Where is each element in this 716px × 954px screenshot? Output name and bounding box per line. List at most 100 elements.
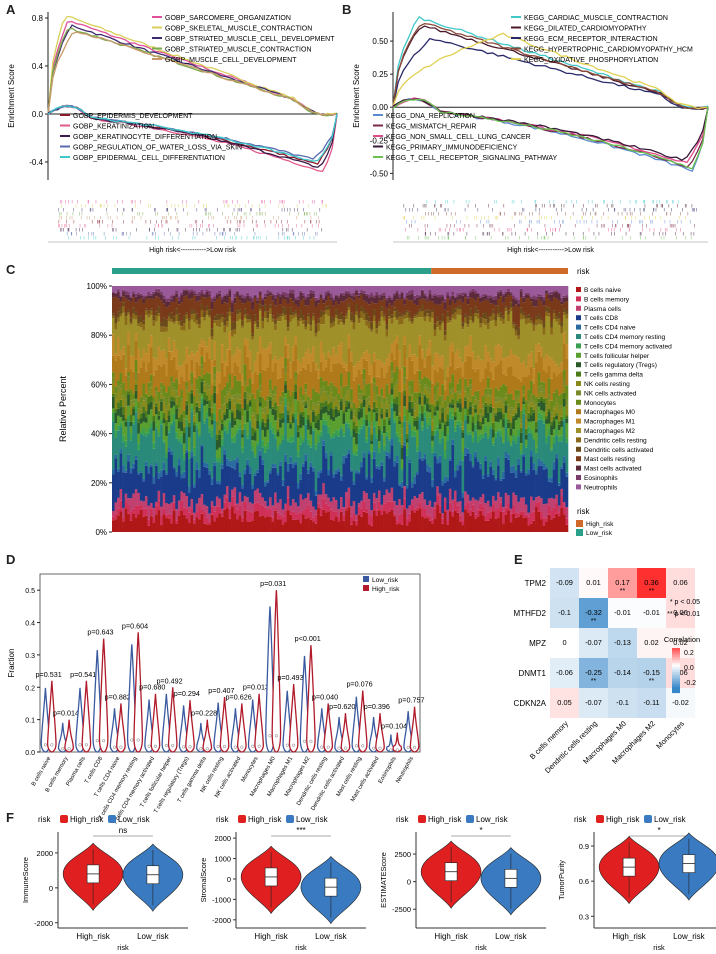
bar-segment: [517, 516, 521, 532]
bar-segment: [484, 432, 488, 457]
bar-segment: [423, 411, 427, 418]
bar-segment: [345, 364, 348, 371]
bar-segment: [289, 456, 293, 464]
bar-segment: [504, 457, 508, 493]
bar-segment: [345, 299, 348, 314]
bar-segment: [362, 452, 366, 458]
bar-segment: [390, 378, 394, 384]
bar-segment: [421, 457, 424, 461]
bar-segment: [139, 295, 143, 299]
bar-segment: [210, 514, 214, 532]
bar-segment: [552, 416, 556, 421]
bar-segment: [522, 297, 526, 303]
bar-segment: [443, 449, 447, 459]
bar-segment: [172, 301, 176, 317]
bar-segment: [177, 324, 181, 366]
bar-segment: [122, 302, 125, 307]
bar-segment: [117, 515, 120, 532]
bar-segment: [340, 292, 343, 295]
bar-segment: [537, 324, 541, 344]
bar-segment: [147, 286, 151, 292]
bar-segment: [459, 294, 462, 300]
bar-segment: [246, 385, 250, 393]
bar-segment: [157, 510, 161, 532]
bar-segment: [486, 422, 490, 436]
bar-segment: [398, 485, 402, 499]
bar-segment: [507, 310, 511, 315]
bar-segment: [360, 516, 364, 532]
bar-segment: [355, 295, 359, 304]
bar-segment: [352, 366, 356, 381]
bar-segment: [139, 413, 143, 419]
bar-segment: [296, 326, 300, 360]
bar-segment: [228, 398, 232, 401]
bar-segment: [352, 296, 356, 301]
bar-segment: [142, 361, 146, 384]
bar-segment: [509, 349, 513, 366]
bar-segment: [456, 505, 460, 513]
y-axis-label: Relative Percent: [58, 375, 68, 442]
bar-segment: [248, 401, 252, 407]
bar-segment: [365, 476, 369, 480]
bar-segment: [334, 318, 338, 355]
bar-segment: [182, 507, 186, 515]
bar-segment: [545, 311, 549, 316]
bar-segment: [294, 399, 298, 414]
bar-segment: [238, 419, 242, 425]
bar-segment: [253, 490, 257, 504]
bar-segment: [550, 301, 554, 322]
bar-segment: [507, 404, 511, 410]
bar-segment: [537, 298, 541, 313]
bar-segment: [428, 321, 432, 341]
bar-segment: [261, 497, 265, 506]
bar-segment: [253, 503, 257, 512]
bar-segment: [492, 422, 495, 430]
bar-segment: [350, 516, 353, 525]
bar-segment: [147, 427, 151, 434]
bar-segment: [233, 435, 237, 443]
bar-segment: [375, 295, 379, 304]
y-tick-label: 0.4: [25, 621, 35, 628]
bar-segment: [418, 508, 422, 532]
bar-segment: [385, 501, 389, 514]
bar-segment: [302, 357, 305, 368]
bar-segment: [157, 297, 161, 307]
bar-segment: [269, 304, 272, 309]
bar-segment: [264, 370, 267, 401]
bar-segment: [269, 396, 272, 401]
bar-segment: [152, 522, 156, 532]
bar-segment: [314, 403, 318, 410]
bar-segment: [170, 359, 174, 377]
bar-segment: [479, 381, 483, 409]
bar-segment: [347, 507, 351, 532]
bar-segment: [530, 394, 533, 403]
bar-segment: [264, 486, 267, 502]
bar-segment: [334, 406, 338, 409]
bar-segment: [481, 296, 485, 302]
bar-segment: [251, 520, 255, 532]
bar-segment: [258, 286, 262, 291]
bar-segment: [532, 324, 536, 332]
bar-segment: [218, 290, 222, 294]
bar-segment: [177, 417, 181, 422]
bar-segment: [560, 441, 564, 467]
bar-segment: [167, 404, 171, 411]
bar-segment: [446, 292, 450, 296]
bar-segment: [147, 433, 151, 468]
bar-segment: [226, 382, 229, 392]
bar-segment: [162, 514, 166, 532]
bar-segment: [119, 350, 123, 360]
bar-segment: [492, 437, 495, 443]
bar-segment: [410, 408, 414, 417]
bar-segment: [165, 376, 169, 393]
bar-segment: [350, 361, 353, 389]
bar-segment: [504, 375, 508, 386]
bar-segment: [274, 305, 277, 320]
bar-segment: [309, 434, 313, 446]
bar-segment: [332, 326, 336, 348]
bar-segment: [383, 320, 386, 364]
bar-segment: [322, 311, 326, 315]
bar-segment: [286, 303, 290, 321]
bar-segment: [317, 318, 321, 324]
bar-segment: [560, 416, 564, 421]
